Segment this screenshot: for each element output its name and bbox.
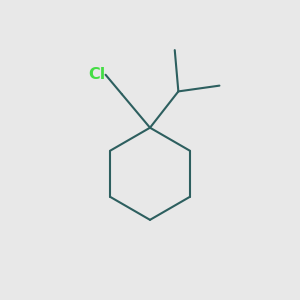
Text: Cl: Cl: [88, 67, 106, 82]
